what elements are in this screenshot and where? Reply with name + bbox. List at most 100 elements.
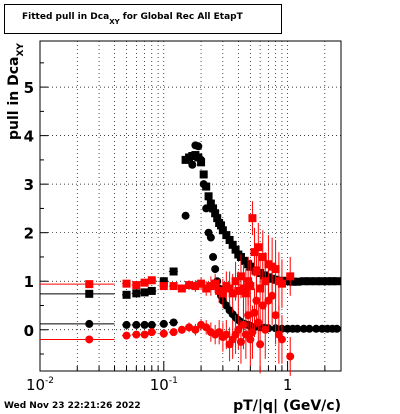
- data-point-square: [122, 279, 131, 288]
- data-point-square: [204, 192, 213, 201]
- data-point-square: [218, 226, 227, 235]
- y-tick-label: 3: [24, 176, 34, 194]
- data-point-circle: [85, 335, 94, 344]
- data-point-circle: [211, 265, 220, 274]
- data-point-square: [252, 267, 261, 276]
- data-point-square: [159, 277, 168, 286]
- data-point-square: [159, 282, 168, 291]
- data-point-square: [199, 170, 208, 179]
- data-point-circle: [169, 328, 178, 337]
- data-point-square: [217, 221, 226, 230]
- data-point-square: [261, 277, 270, 286]
- data-point-square: [328, 277, 337, 286]
- data-point-square: [169, 267, 178, 276]
- y-tick-label: 0: [24, 322, 34, 340]
- data-point-square: [250, 248, 259, 257]
- data-point-square: [197, 279, 206, 288]
- data-point-circle: [140, 330, 149, 339]
- data-point-circle: [177, 325, 186, 334]
- data-point-circle: [277, 335, 286, 344]
- data-point-square: [236, 272, 245, 281]
- data-point-circle: [85, 319, 94, 328]
- data-point-circle: [268, 291, 277, 300]
- data-point-square: [132, 281, 141, 290]
- title-box: [4, 4, 282, 34]
- data-point-square: [206, 199, 215, 208]
- footer-timestamp: Wed Nov 23 22:21:26 2022: [4, 401, 141, 411]
- data-point-circle: [332, 324, 341, 333]
- data-point-circle: [236, 337, 245, 346]
- data-point-square: [85, 280, 94, 289]
- data-point-square: [140, 278, 149, 287]
- data-point-circle: [252, 296, 261, 305]
- data-point-square: [132, 289, 141, 298]
- x-tick-label: 10-2: [26, 376, 54, 394]
- data-point-circle: [122, 320, 131, 329]
- data-point-square: [191, 282, 200, 291]
- data-point-square: [286, 272, 295, 281]
- data-point-circle: [202, 204, 211, 213]
- data-point-circle: [250, 308, 259, 317]
- data-point-square: [277, 279, 286, 288]
- data-point-square: [147, 276, 156, 285]
- data-point-square: [85, 289, 94, 298]
- data-point-square: [283, 277, 292, 286]
- data-point-square: [147, 286, 156, 295]
- x-tick-label: 1: [283, 376, 293, 394]
- data-point-circle: [197, 155, 206, 164]
- y-axis-label: pull in DcaXY: [6, 43, 26, 140]
- data-point-square: [312, 277, 321, 286]
- data-point-square: [299, 277, 308, 286]
- data-point-circle: [199, 180, 208, 189]
- data-point-circle: [258, 301, 267, 310]
- data-point-square: [254, 243, 263, 252]
- y-tick-label: 4: [24, 128, 34, 146]
- data-point-circle: [194, 142, 203, 151]
- data-point-square: [185, 281, 194, 290]
- data-point-circle: [132, 330, 141, 339]
- data-point-square: [239, 284, 248, 293]
- data-point-square: [202, 284, 211, 293]
- data-point-circle: [147, 328, 156, 337]
- plot-frame: [39, 40, 342, 372]
- data-point-circle: [248, 328, 257, 337]
- data-point-circle: [191, 325, 200, 334]
- data-point-square: [122, 290, 131, 299]
- data-point-square: [228, 289, 237, 298]
- y-tick-label: 5: [24, 79, 34, 97]
- y-tick-label: 1: [24, 273, 34, 291]
- data-point-circle: [286, 352, 295, 361]
- data-point-square: [332, 277, 341, 286]
- data-point-square: [177, 284, 186, 293]
- data-point-circle: [222, 330, 231, 339]
- data-point-square: [213, 214, 222, 223]
- data-point-square: [258, 252, 267, 261]
- data-point-square: [271, 265, 280, 274]
- data-point-circle: [140, 320, 149, 329]
- data-point-square: [288, 277, 297, 286]
- data-point-square: [248, 214, 257, 223]
- x-tick-label: 10-1: [150, 376, 178, 394]
- data-point-square: [222, 231, 231, 240]
- data-point-circle: [271, 311, 280, 320]
- data-point-square: [305, 277, 314, 286]
- data-point-circle: [147, 320, 156, 329]
- x-axis-label: pT/|q| (GeV/c): [233, 398, 341, 414]
- data-point-square: [231, 277, 240, 286]
- data-point-circle: [188, 160, 197, 169]
- data-point-circle: [159, 329, 168, 338]
- y-tick-label: 2: [24, 225, 34, 243]
- chart-title: Fitted pull in DcaXY for Global Rec All …: [22, 12, 244, 26]
- data-point-circle: [234, 325, 243, 334]
- data-point-circle: [293, 324, 302, 333]
- data-point-square: [234, 286, 243, 295]
- data-point-circle: [159, 319, 168, 328]
- data-point-square: [241, 289, 250, 298]
- data-point-circle: [169, 318, 178, 327]
- data-point-circle: [246, 335, 255, 344]
- data-point-square: [206, 282, 215, 291]
- data-point-square: [225, 284, 234, 293]
- data-point-circle: [206, 233, 215, 242]
- data-point-square: [231, 245, 240, 254]
